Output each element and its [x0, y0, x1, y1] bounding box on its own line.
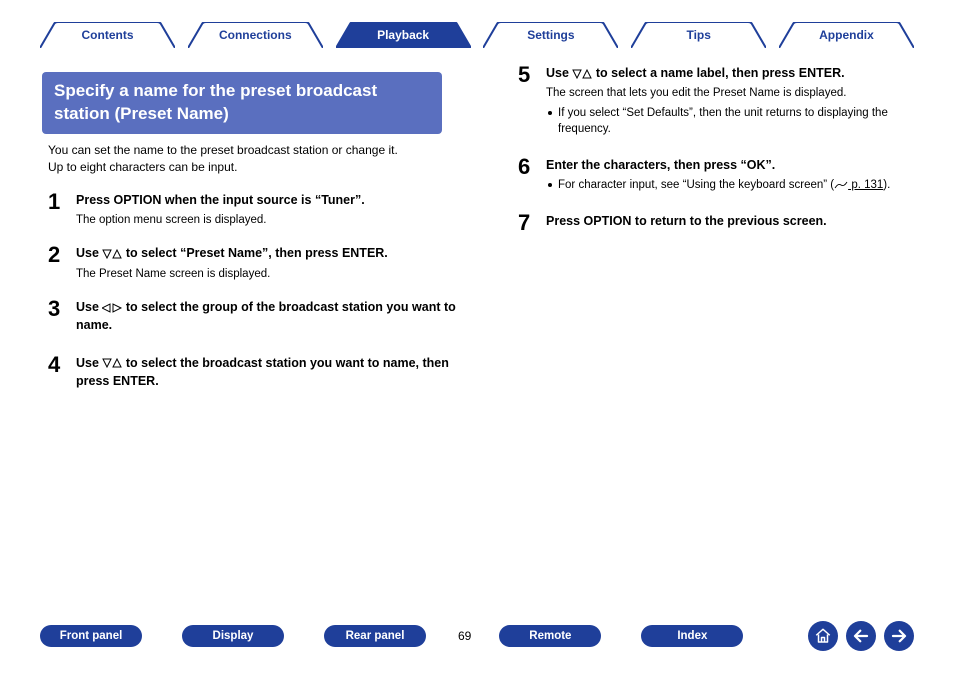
pill-rear-panel[interactable]: Rear panel: [324, 625, 426, 647]
text: to select the group of the broadcast sta…: [76, 300, 456, 332]
text: Use: [76, 300, 102, 314]
text: Use: [76, 246, 102, 260]
text: to select “Preset Name”, then press ENTE…: [122, 246, 387, 260]
right-column: 5 Use to select a name label, then press…: [510, 58, 914, 409]
tab-connections[interactable]: Connections: [188, 22, 323, 48]
intro-line: You can set the name to the preset broad…: [48, 143, 398, 157]
intro-line: Up to eight characters can be input.: [48, 160, 237, 174]
arrow-right-icon: [890, 627, 908, 645]
step-head: Use to select a name label, then press E…: [546, 64, 914, 82]
text: ).: [883, 179, 890, 191]
section-title: Specify a name for the preset broadcast …: [42, 72, 442, 134]
step: 1 Press OPTION when the input source is …: [48, 191, 482, 229]
step-head: Enter the characters, then press “OK”.: [546, 156, 914, 174]
pill-display[interactable]: Display: [182, 625, 284, 647]
step: 7 Press OPTION to return to the previous…: [518, 212, 914, 234]
pill-front-panel[interactable]: Front panel: [40, 625, 142, 647]
page-number: 69: [458, 629, 471, 643]
step-body: Use to select the group of the broadcast…: [76, 298, 482, 337]
step-sub: The Preset Name screen is displayed.: [76, 266, 482, 283]
step-head: Use to select the broadcast station you …: [76, 354, 482, 390]
step-body: Use to select the broadcast station you …: [76, 354, 482, 393]
intro-text: You can set the name to the preset broad…: [48, 142, 482, 177]
content-columns: Specify a name for the preset broadcast …: [0, 58, 954, 409]
step-body: Use to select “Preset Name”, then press …: [76, 244, 482, 282]
bullet: If you select “Set Defaults”, then the u…: [546, 105, 914, 138]
text: Use: [76, 356, 102, 370]
step-head: Press OPTION when the input source is “T…: [76, 191, 482, 209]
text: For character input, see “Using the keyb…: [558, 179, 834, 191]
tab-contents[interactable]: Contents: [40, 22, 175, 48]
tab-settings[interactable]: Settings: [483, 22, 618, 48]
tab-playback[interactable]: Playback: [336, 22, 471, 48]
text: Use: [546, 66, 572, 80]
pill-index[interactable]: Index: [641, 625, 743, 647]
home-icon: [814, 627, 832, 645]
tab-label: Settings: [527, 28, 574, 42]
step-number: 5: [518, 64, 546, 140]
step: 6 Enter the characters, then press “OK”.…: [518, 156, 914, 196]
step-body: Press OPTION to return to the previous s…: [546, 212, 914, 234]
text: to select a name label, then press ENTER…: [592, 66, 844, 80]
step-bullets: If you select “Set Defaults”, then the u…: [546, 105, 914, 138]
tab-appendix[interactable]: Appendix: [779, 22, 914, 48]
step: 4 Use to select the broadcast station yo…: [48, 354, 482, 393]
link-icon: [834, 181, 848, 190]
left-column: Specify a name for the preset broadcast …: [40, 58, 482, 409]
next-button[interactable]: [884, 621, 914, 651]
step-sub: The option menu screen is displayed.: [76, 212, 482, 229]
text: to select the broadcast station you want…: [76, 356, 449, 388]
step-head: Use to select “Preset Name”, then press …: [76, 244, 482, 262]
tab-label: Appendix: [819, 28, 874, 42]
step-body: Enter the characters, then press “OK”. F…: [546, 156, 914, 196]
step-head: Use to select the group of the broadcast…: [76, 298, 482, 334]
tab-tips[interactable]: Tips: [631, 22, 766, 48]
tab-label: Playback: [377, 28, 429, 42]
step-head: Press OPTION to return to the previous s…: [546, 212, 914, 230]
step-number: 7: [518, 212, 546, 234]
step-number: 6: [518, 156, 546, 196]
tab-label: Tips: [686, 28, 710, 42]
page-link[interactable]: p. 131: [848, 179, 883, 191]
step-number: 4: [48, 354, 76, 393]
top-nav: Contents Connections Playback Settings T…: [0, 0, 954, 58]
arrow-left-icon: [852, 627, 870, 645]
prev-button[interactable]: [846, 621, 876, 651]
up-down-icon: [102, 358, 122, 368]
step-number: 1: [48, 191, 76, 229]
home-button[interactable]: [808, 621, 838, 651]
step-sub: The screen that lets you edit the Preset…: [546, 85, 914, 102]
tab-label: Contents: [82, 28, 134, 42]
up-down-icon: [572, 69, 592, 79]
left-right-icon: [102, 303, 122, 313]
step-bullets: For character input, see “Using the keyb…: [546, 177, 914, 194]
step: 2 Use to select “Preset Name”, then pres…: [48, 244, 482, 282]
bullet: For character input, see “Using the keyb…: [546, 177, 914, 194]
tab-label: Connections: [219, 28, 292, 42]
step-body: Use to select a name label, then press E…: [546, 64, 914, 140]
bottom-nav: Front panel Display Rear panel 69 Remote…: [0, 621, 954, 651]
step-number: 2: [48, 244, 76, 282]
step-number: 3: [48, 298, 76, 337]
step-body: Press OPTION when the input source is “T…: [76, 191, 482, 229]
step: 3 Use to select the group of the broadca…: [48, 298, 482, 337]
up-down-icon: [102, 249, 122, 259]
pill-remote[interactable]: Remote: [499, 625, 601, 647]
step: 5 Use to select a name label, then press…: [518, 64, 914, 140]
